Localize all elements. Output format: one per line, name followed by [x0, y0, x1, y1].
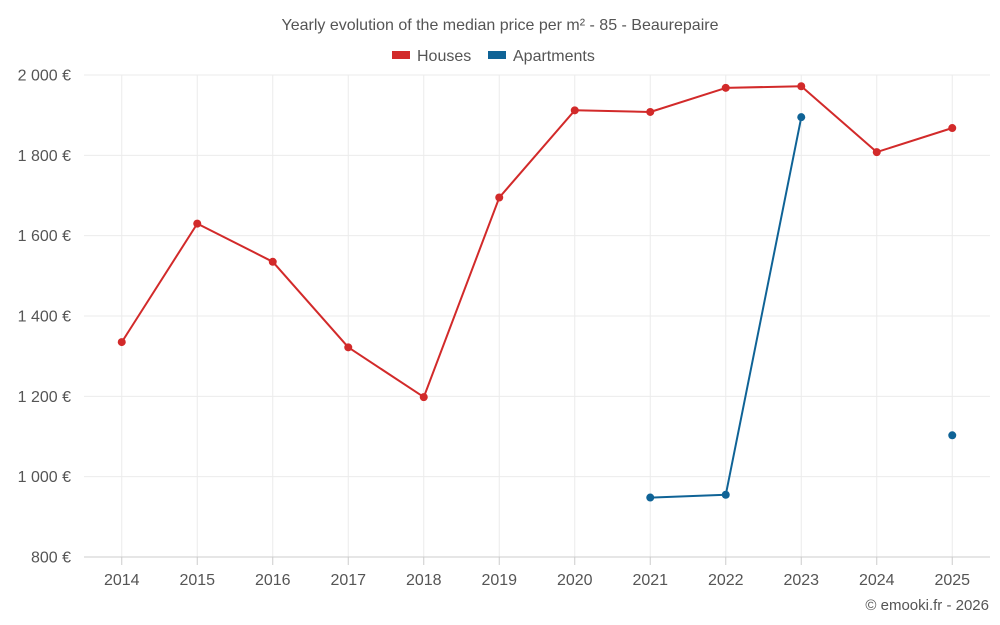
x-tick-label: 2019	[481, 572, 517, 589]
chart-title: Yearly evolution of the median price per…	[282, 17, 719, 34]
legend-swatch-apartments	[488, 51, 506, 59]
data-point-houses-2023[interactable]	[797, 82, 806, 91]
data-point-apartments-2023[interactable]	[797, 113, 806, 122]
y-tick-label: 1 800 €	[18, 148, 71, 165]
x-tick-label: 2024	[859, 572, 895, 589]
x-tick-label: 2020	[557, 572, 593, 589]
x-tick-label: 2014	[104, 572, 140, 589]
series-apartments	[646, 113, 957, 502]
data-point-houses-2025[interactable]	[948, 124, 957, 133]
data-point-houses-2015[interactable]	[193, 219, 202, 228]
data-point-apartments-2021[interactable]	[646, 493, 655, 502]
y-tick-label: 1 000 €	[18, 469, 71, 486]
data-point-apartments-2022[interactable]	[721, 490, 730, 499]
grid	[84, 74, 990, 557]
x-tick-label: 2018	[406, 572, 442, 589]
data-point-houses-2020[interactable]	[570, 106, 579, 115]
data-point-houses-2017[interactable]	[344, 343, 353, 352]
y-tick-label: 1 200 €	[18, 389, 71, 406]
data-point-houses-2021[interactable]	[646, 107, 655, 116]
data-point-houses-2024[interactable]	[872, 148, 881, 157]
legend-label-apartments: Apartments	[513, 48, 595, 65]
data-point-houses-2022[interactable]	[721, 83, 730, 92]
x-tick-label: 2016	[255, 572, 291, 589]
series	[117, 82, 957, 502]
x-tick-label: 2025	[934, 572, 970, 589]
y-tick-label: 800 €	[31, 550, 71, 567]
x-tick-label: 2023	[783, 572, 819, 589]
data-point-houses-2019[interactable]	[495, 193, 504, 202]
data-point-houses-2018[interactable]	[419, 393, 428, 402]
legend-item-apartments[interactable]: Apartments	[488, 48, 595, 65]
credit-text: © emooki.fr - 2026	[865, 597, 989, 614]
x-tick-label: 2017	[330, 572, 366, 589]
axes: 800 € 1 000 € 1 200 € 1 400 € 1 600 € 1 800 €…	[18, 68, 990, 589]
series-line-houses	[120, 85, 953, 399]
x-tick-label: 2015	[179, 572, 215, 589]
y-tick-label: 1 400 €	[18, 309, 71, 326]
y-tick-label: 2 000 €	[18, 68, 71, 85]
data-point-houses-2016[interactable]	[268, 257, 277, 266]
data-point-houses-2014[interactable]	[117, 338, 126, 347]
legend[interactable]: Houses Apartments	[392, 48, 595, 65]
y-tick-label: 1 600 €	[18, 228, 71, 245]
legend-item-houses[interactable]: Houses	[392, 48, 471, 65]
legend-label-houses: Houses	[417, 48, 471, 65]
legend-swatch-houses	[392, 51, 410, 59]
data-point-apartments-2025[interactable]	[948, 431, 957, 440]
x-tick-label: 2021	[632, 572, 668, 589]
x-tick-label: 2022	[708, 572, 744, 589]
series-houses	[117, 82, 957, 402]
